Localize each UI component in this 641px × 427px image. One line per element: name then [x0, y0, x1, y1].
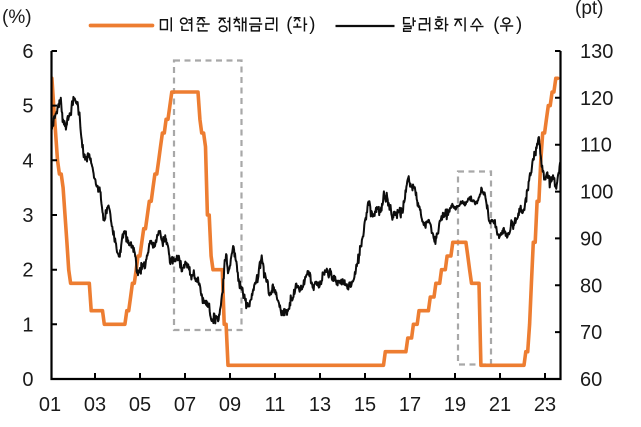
svg-text:01: 01 — [39, 394, 61, 416]
svg-text:130: 130 — [580, 41, 613, 63]
svg-text:21: 21 — [489, 394, 511, 416]
svg-text:1: 1 — [22, 314, 33, 336]
svg-text:23: 23 — [534, 394, 556, 416]
svg-text:11: 11 — [265, 394, 286, 416]
svg-text:6: 6 — [22, 41, 33, 63]
svg-text:09: 09 — [219, 394, 241, 416]
svg-text:60: 60 — [580, 369, 602, 391]
svg-text:19: 19 — [444, 394, 466, 416]
svg-text:120: 120 — [580, 88, 613, 110]
svg-text:03: 03 — [84, 394, 106, 416]
svg-text:2: 2 — [22, 260, 33, 282]
svg-text:70: 70 — [580, 322, 602, 344]
svg-text:4: 4 — [22, 150, 33, 172]
svg-text:110: 110 — [580, 135, 612, 157]
svg-text:90: 90 — [580, 228, 602, 250]
svg-text:5: 5 — [22, 96, 33, 118]
svg-text:(: ( — [286, 13, 293, 34]
svg-text:17: 17 — [399, 394, 421, 416]
svg-text:3: 3 — [22, 205, 33, 227]
svg-text:15: 15 — [354, 394, 376, 416]
svg-text:80: 80 — [580, 275, 602, 297]
svg-text:100: 100 — [580, 182, 613, 204]
svg-text:(: ( — [493, 13, 500, 34]
svg-text:05: 05 — [129, 394, 151, 416]
svg-text:0: 0 — [22, 369, 33, 391]
svg-text:(%): (%) — [2, 7, 32, 28]
svg-text:): ) — [516, 13, 522, 34]
svg-text:13: 13 — [309, 394, 331, 416]
svg-text:07: 07 — [174, 394, 196, 416]
svg-text:(pt): (pt) — [575, 0, 604, 19]
svg-text:): ) — [309, 13, 315, 34]
